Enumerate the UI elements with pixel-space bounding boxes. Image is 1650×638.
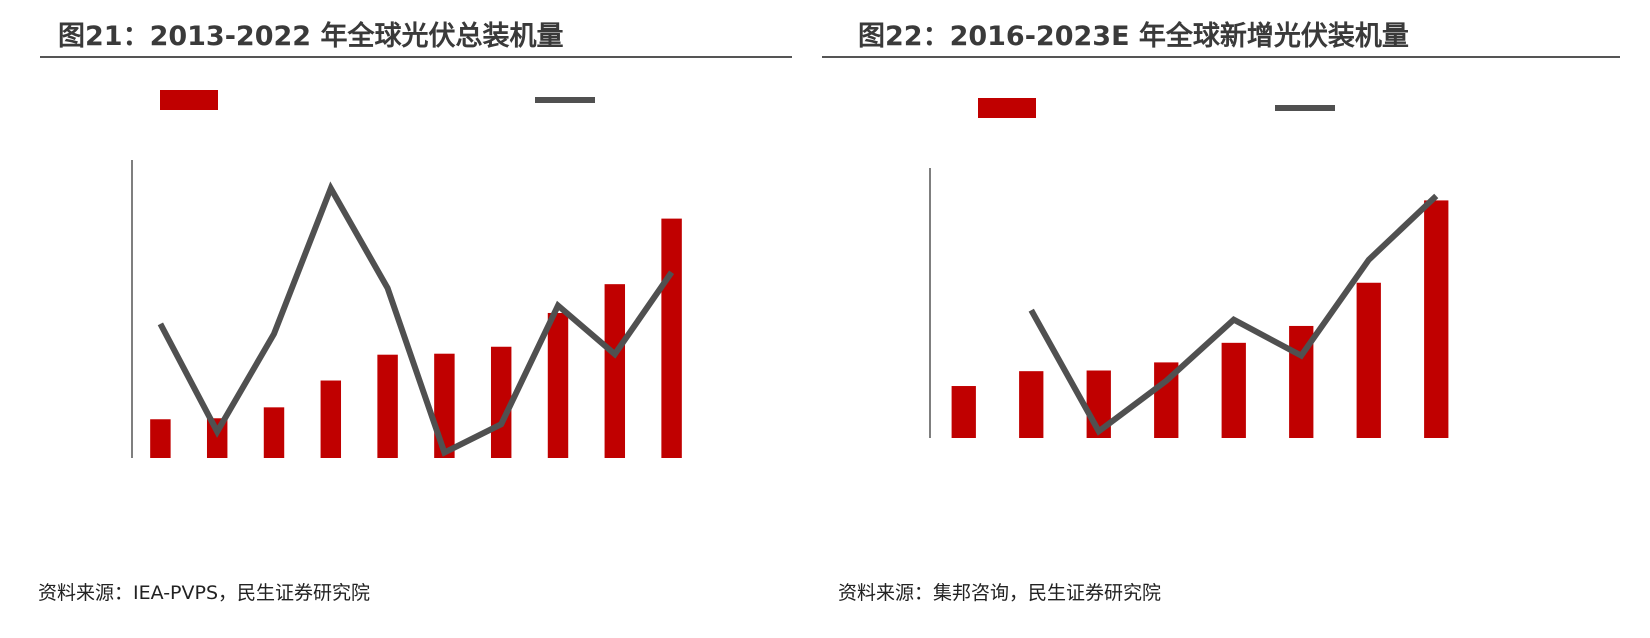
legend-bar-swatch — [160, 90, 218, 110]
source-note-1: 资料来源：IEA-PVPS，民生证券研究院 — [38, 582, 371, 604]
bar-2022 — [1356, 282, 1381, 438]
chart-title-2: 图22：2016-2023E 年全球新增光伏装机量 — [858, 21, 1409, 52]
chart-1 — [131, 90, 682, 458]
source-note-2: 资料来源：集邦咨询，民生证券研究院 — [838, 582, 1162, 604]
legend-bar-swatch — [978, 98, 1036, 118]
bar-2015 — [263, 407, 285, 458]
bar-2016 — [320, 380, 342, 458]
title-rule-2 — [822, 56, 1620, 58]
bar-2013 — [150, 419, 171, 458]
title-rule-1 — [40, 56, 792, 58]
chart-2 — [929, 98, 1449, 438]
bar-2022 — [661, 218, 682, 458]
bar-2020 — [1221, 342, 1246, 438]
chart-title-1: 图21：2013-2022 年全球光伏总装机量 — [58, 21, 564, 52]
growth-rate-line — [157, 181, 675, 457]
bar-2020 — [547, 312, 569, 458]
bar-2018 — [434, 353, 455, 458]
bar-2023E — [1424, 200, 1449, 438]
bar-2019 — [490, 346, 512, 458]
bar-2017 — [1019, 371, 1044, 438]
bar-2017 — [377, 354, 398, 458]
bar-2021 — [604, 284, 626, 458]
bar-2016 — [951, 386, 976, 438]
